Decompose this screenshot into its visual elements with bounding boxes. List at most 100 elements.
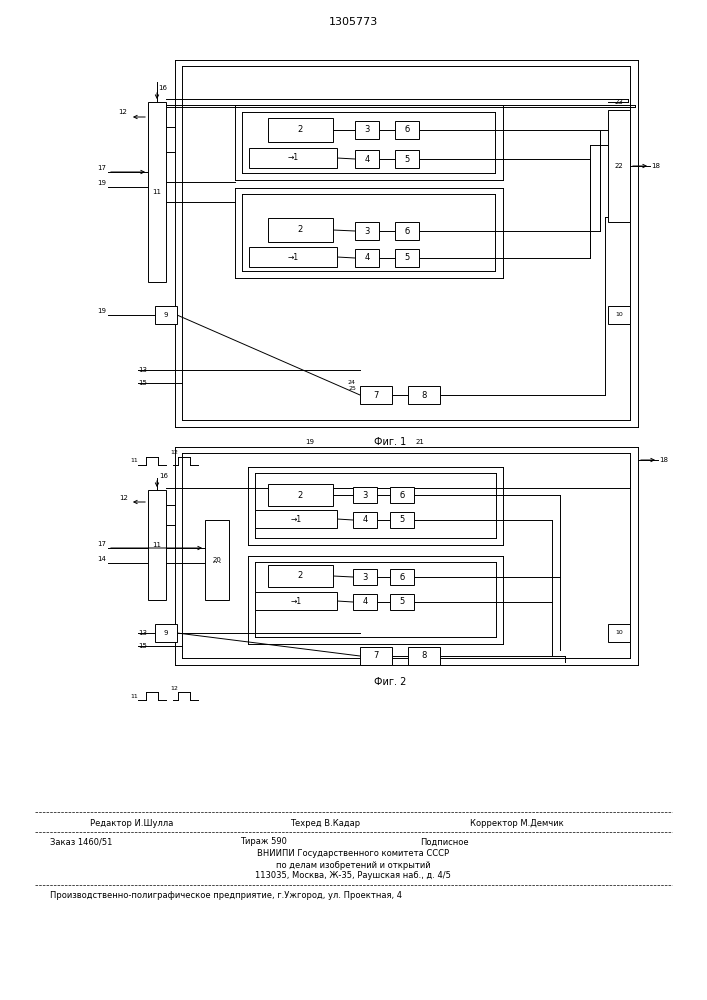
Text: 3: 3 (362, 572, 368, 582)
Bar (608, 624, 630, 642)
Bar (155, 624, 177, 642)
Text: 14: 14 (98, 556, 107, 562)
Text: Фиг. 1: Фиг. 1 (374, 437, 406, 447)
Bar (353, 594, 377, 610)
Bar (255, 510, 337, 528)
Text: б: б (404, 125, 409, 134)
Text: →1: →1 (291, 596, 302, 605)
Text: 11: 11 (153, 189, 161, 195)
Text: 1305773: 1305773 (328, 17, 378, 27)
Bar (390, 512, 414, 528)
Bar (268, 565, 333, 587)
Text: 17: 17 (98, 541, 107, 547)
Bar (395, 150, 419, 168)
Text: 3: 3 (364, 227, 370, 235)
Text: 11: 11 (130, 694, 138, 698)
Text: 9: 9 (164, 312, 168, 318)
Text: 13: 13 (138, 367, 147, 373)
Bar (353, 569, 377, 585)
Text: по делам изобретений и открытий: по делам изобретений и открытий (276, 860, 431, 869)
Text: 2: 2 (298, 490, 303, 499)
Text: 18: 18 (651, 163, 660, 169)
Text: 4: 4 (364, 154, 370, 163)
Text: Производственно-полиграфическое предприятие, г.Ужгород, ул. Проектная, 4: Производственно-полиграфическое предприя… (50, 892, 402, 900)
Text: Редактор И.Шулла: Редактор И.Шулла (90, 818, 173, 828)
Text: 2: 2 (298, 125, 303, 134)
Text: ВНИИПИ Государственного комитета СССР: ВНИИПИ Государственного комитета СССР (257, 850, 449, 858)
Text: 16: 16 (160, 473, 168, 479)
Bar (395, 249, 419, 267)
Text: 19: 19 (98, 308, 107, 314)
Bar (355, 121, 379, 139)
Bar (608, 110, 630, 222)
Text: 19: 19 (305, 439, 315, 445)
Text: 17: 17 (98, 165, 107, 171)
Text: →1: →1 (288, 153, 298, 162)
Text: Фиг. 2: Фиг. 2 (374, 677, 407, 687)
Text: 18: 18 (660, 457, 669, 463)
Text: 7: 7 (373, 390, 379, 399)
Text: Корректор М.Демчик: Корректор М.Демчик (470, 818, 563, 828)
Text: 8: 8 (421, 652, 427, 660)
Bar (355, 222, 379, 240)
Text: 24: 24 (348, 379, 356, 384)
Bar (268, 484, 333, 506)
Text: 5: 5 (404, 154, 409, 163)
Bar (390, 487, 414, 503)
Text: →1: →1 (288, 252, 298, 261)
Text: 12: 12 (119, 109, 127, 115)
Bar (249, 247, 337, 267)
Text: 3: 3 (364, 125, 370, 134)
Text: 12: 12 (119, 495, 129, 501)
Text: 4: 4 (363, 516, 368, 524)
Text: 5: 5 (399, 516, 404, 524)
Text: б: б (404, 227, 409, 235)
Text: 4: 4 (364, 253, 370, 262)
Bar (355, 150, 379, 168)
Bar (608, 306, 630, 324)
Bar (255, 592, 337, 610)
Bar (353, 512, 377, 528)
Bar (249, 148, 337, 168)
Text: б: б (399, 490, 404, 499)
Text: 9: 9 (164, 630, 168, 636)
Text: 5: 5 (399, 597, 404, 606)
Bar (148, 490, 166, 600)
Text: 8: 8 (421, 390, 427, 399)
Text: 2: 2 (298, 226, 303, 234)
Bar (268, 218, 333, 242)
Text: Подписное: Подписное (420, 838, 469, 846)
Text: 7: 7 (373, 652, 379, 660)
Bar (353, 487, 377, 503)
Text: 22: 22 (614, 163, 624, 169)
Text: 10: 10 (615, 631, 623, 636)
Text: 25: 25 (348, 385, 356, 390)
Text: 16: 16 (158, 85, 168, 91)
Text: 11: 11 (130, 458, 138, 464)
Text: 2: 2 (298, 572, 303, 580)
Text: 5: 5 (404, 253, 409, 262)
Bar (390, 569, 414, 585)
Bar (148, 102, 166, 282)
Text: 12: 12 (170, 686, 178, 690)
Text: 11: 11 (153, 542, 161, 548)
Bar (360, 386, 392, 404)
Bar (268, 118, 333, 142)
Text: 15: 15 (138, 643, 147, 649)
Bar (395, 222, 419, 240)
Text: 20: 20 (213, 557, 221, 563)
Text: 15: 15 (138, 380, 147, 386)
Text: 13: 13 (138, 630, 147, 636)
Text: 21: 21 (416, 439, 424, 445)
Bar (395, 121, 419, 139)
Text: Тираж 590: Тираж 590 (240, 838, 287, 846)
Text: 19: 19 (98, 180, 107, 186)
Text: ...: ... (211, 555, 223, 565)
Bar (355, 249, 379, 267)
Bar (390, 594, 414, 610)
Text: 4: 4 (363, 597, 368, 606)
Bar (408, 386, 440, 404)
Text: 12: 12 (170, 450, 178, 456)
Bar (205, 520, 229, 600)
Text: Техред В.Кадар: Техред В.Кадар (290, 818, 360, 828)
